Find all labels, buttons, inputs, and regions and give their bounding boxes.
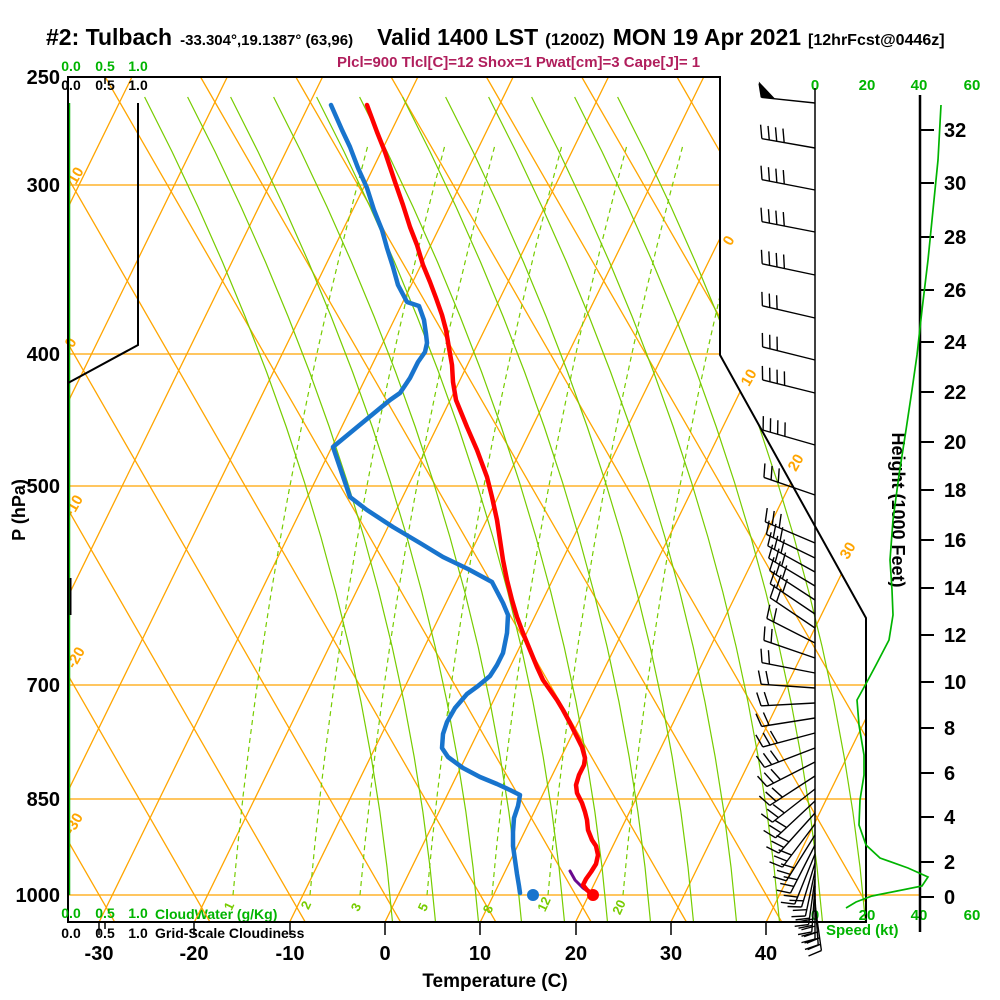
sounding-curves	[328, 102, 601, 901]
isotherm-label: 10	[738, 366, 761, 389]
isotherm-label: 20	[785, 451, 808, 474]
temperature-tick-label: 20	[565, 943, 587, 965]
cloudwater-scale-tick: 1.0	[128, 58, 148, 74]
cloudiness-scale-tick: 0.0	[61, 77, 81, 93]
chart-title: #2: Tulbach -33.304°,19.1387° (63,96) Va…	[46, 24, 945, 51]
dry-adiabat-label: -30	[61, 810, 87, 837]
height-tick-label: 8	[944, 718, 955, 740]
temperature-axis-title: Temperature (C)	[422, 971, 568, 992]
height-tick-label: 26	[944, 280, 966, 302]
height-tick-label: 14	[944, 578, 967, 600]
cloudwater-scale-tick: 0.0	[61, 905, 81, 921]
speed-scale-tick: 20	[859, 77, 876, 94]
valid-time: Valid 1400 LST	[377, 24, 539, 50]
pressure-tick-label: 700	[27, 675, 60, 697]
height-tick-label: 32	[944, 120, 966, 142]
speed-scale-tick: 20	[859, 907, 876, 924]
stability-parameters: Plcl=900 Tlcl[C]=12 Shox=1 Pwat[cm]=3 Ca…	[337, 54, 701, 71]
height-tick-label: 30	[944, 173, 966, 195]
speed-axis-title: Speed (kt)	[826, 922, 899, 939]
height-tick-label: 22	[944, 382, 966, 404]
pressure-tick-label: 850	[27, 789, 60, 811]
isotherm-label: 30	[837, 539, 860, 562]
zulu-time: (1200Z)	[545, 30, 605, 49]
cloudiness-scale-tick: 1.0	[128, 925, 148, 941]
dewpoint-curve	[328, 102, 523, 896]
valid-date: MON 19 Apr 2021	[612, 24, 802, 50]
cloudiness-scale-tick: 0.5	[95, 925, 115, 941]
speed-scale-tick: 0	[811, 77, 819, 94]
height-tick-label: 16	[944, 530, 966, 552]
height-tick-label: 24	[944, 332, 967, 354]
temperature-tick-label: 0	[379, 943, 390, 965]
temperature-tick-label: 10	[469, 943, 491, 965]
mixing-ratio-label: 2	[298, 899, 315, 912]
temperature-tick-label: -10	[276, 943, 305, 965]
isotherm-label: 0	[720, 233, 739, 249]
plot-frame	[67, 76, 867, 935]
temperature-tick-label: -20	[180, 943, 209, 965]
dry-adiabat-label: -10	[61, 492, 87, 519]
temperature-curve	[364, 102, 601, 898]
height-tick-label: 10	[944, 672, 966, 694]
pressure-tick-label: 400	[27, 344, 60, 366]
temperature-tick-label: -30	[85, 943, 114, 965]
height-tick-label: 12	[944, 625, 966, 647]
speed-profile-curve	[845, 104, 942, 909]
mixing-ratio-label: 12	[534, 894, 554, 913]
pressure-tick-label: 250	[27, 67, 60, 89]
mixing-ratio-label: 5	[415, 901, 432, 914]
cloudiness-scale-tick: 0.5	[95, 77, 115, 93]
temperature-tick-label: 30	[660, 943, 682, 965]
dry-adiabat-label: 10	[65, 164, 88, 187]
station-coords: -33.304°,19.1387° (63,96)	[180, 32, 354, 49]
speed-profile	[845, 104, 942, 909]
cloudwater-scale-tick: 1.0	[128, 905, 148, 921]
mixing-ratio-label: 8	[480, 903, 497, 916]
dry-adiabat-label: 0	[62, 335, 81, 351]
cloudwater-scale-tick: 0.5	[95, 58, 115, 74]
cloudiness-scale-tick: 0.0	[61, 925, 81, 941]
height-tick-label: 18	[944, 480, 966, 502]
surface-dewpoint-dot	[527, 889, 539, 901]
cloudiness-scale-title: Grid-Scale Cloudiness	[155, 925, 305, 941]
pressure-tick-label: 500	[27, 476, 60, 498]
wind-barbs	[755, 81, 823, 957]
height-tick-label: 2	[944, 852, 955, 874]
height-tick-label: 20	[944, 432, 966, 454]
cloudwater-scale-title: CloudWater (g/Kg)	[155, 906, 278, 922]
cloudwater-scale-tick: 0.0	[61, 58, 81, 74]
pressure-tick-label: 1000	[16, 885, 61, 907]
speed-scale-tick: 40	[911, 77, 928, 94]
mixing-ratio-label: 20	[609, 897, 629, 916]
cloudiness-profile-line	[67, 103, 139, 384]
pressure-tick-label: 300	[27, 175, 60, 197]
cloudwater-scale-tick: 0.5	[95, 905, 115, 921]
speed-scale-tick: 60	[964, 907, 981, 924]
mixing-ratio-label: 1	[221, 900, 238, 913]
height-tick-label: 0	[944, 887, 955, 909]
surface-temperature-dot	[587, 889, 599, 901]
cloudiness-scale-tick: 1.0	[128, 77, 148, 93]
height-tick-label: 4	[944, 807, 956, 829]
background-grid	[68, 77, 866, 922]
mixing-ratio-label: 3	[348, 901, 365, 914]
temperature-tick-label: 40	[755, 943, 777, 965]
speed-scale-tick: 60	[964, 77, 981, 94]
wind-pennant	[758, 81, 776, 99]
height-tick-label: 6	[944, 763, 955, 785]
forecast-tag: [12hrFcst@0446z]	[808, 32, 945, 49]
station-name: #2: Tulbach	[46, 24, 173, 50]
height-tick-label: 28	[944, 227, 966, 249]
